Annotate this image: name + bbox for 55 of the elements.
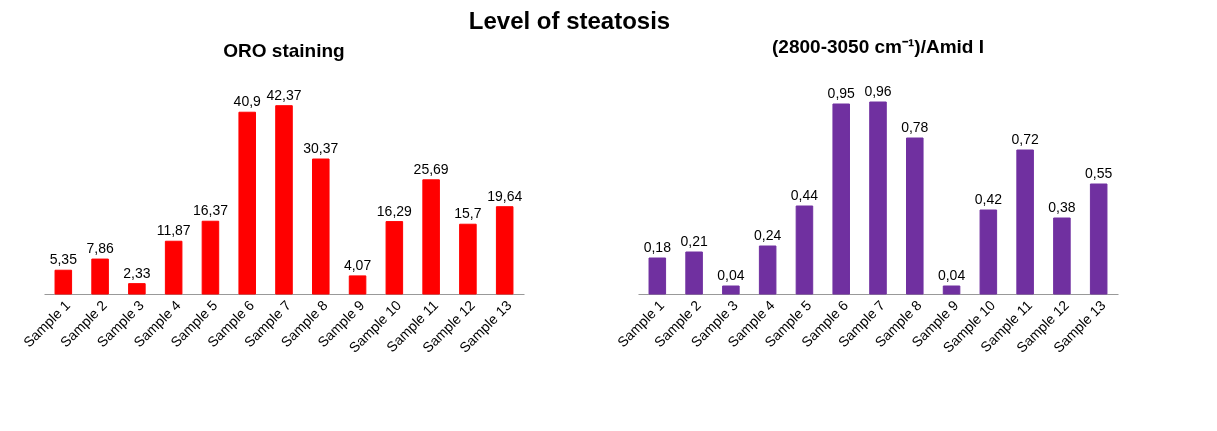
bar (128, 283, 146, 295)
bar (722, 285, 740, 295)
bar (495, 206, 514, 295)
data-label: 25,69 (413, 160, 449, 177)
bar (312, 158, 330, 295)
data-label: 11,87 (156, 222, 191, 239)
data-label: 0,96 (864, 83, 892, 99)
data-label: 4,07 (343, 256, 372, 273)
bar (795, 205, 814, 295)
bar (1053, 217, 1071, 295)
bar (238, 111, 256, 295)
data-label: 40,9 (233, 93, 262, 110)
data-label: 0,44 (790, 187, 819, 203)
data-label: 0,18 (643, 239, 672, 255)
bar (459, 223, 477, 295)
bar (758, 245, 777, 295)
text: Level of steatosis (468, 7, 671, 34)
bar (54, 269, 73, 295)
bar (685, 251, 703, 295)
bar (942, 285, 961, 295)
data-label: 42,37 (266, 86, 302, 103)
data-label: 16,37 (192, 202, 229, 219)
data-label: 30,37 (303, 140, 339, 157)
bar (869, 101, 887, 295)
data-label: 0,42 (974, 191, 1003, 207)
data-label: 0,21 (680, 233, 708, 249)
bar (201, 220, 220, 295)
chart-title: ORO staining (223, 39, 345, 61)
data-label: 2,33 (123, 264, 151, 281)
data-label: 0,04 (937, 267, 966, 283)
bar (906, 137, 924, 295)
bar (648, 257, 667, 295)
data-label: 0,95 (827, 85, 856, 101)
bar (832, 103, 850, 295)
bar (275, 105, 293, 295)
data-label: 0,24 (754, 227, 782, 243)
data-label: 0,38 (1048, 199, 1076, 215)
bar (164, 240, 183, 295)
bar (91, 258, 109, 295)
bar (1089, 183, 1108, 295)
data-label: 0,04 (717, 267, 745, 283)
bar (1016, 149, 1034, 295)
data-label: 5,35 (49, 251, 78, 268)
bar (385, 221, 404, 295)
data-label: 0,78 (901, 119, 929, 135)
bar (348, 275, 367, 295)
bar (422, 179, 440, 295)
data-label: 15,7 (454, 205, 482, 222)
data-label: 7,86 (86, 240, 114, 257)
data-label: 0,55 (1085, 165, 1113, 181)
chart-title: (2800-3050 cm⁻¹)/Amid I (772, 36, 984, 57)
data-label: 16,29 (376, 202, 413, 219)
data-label: 0,72 (1011, 131, 1039, 147)
data-label: 19,64 (487, 187, 523, 204)
bar (979, 209, 998, 295)
